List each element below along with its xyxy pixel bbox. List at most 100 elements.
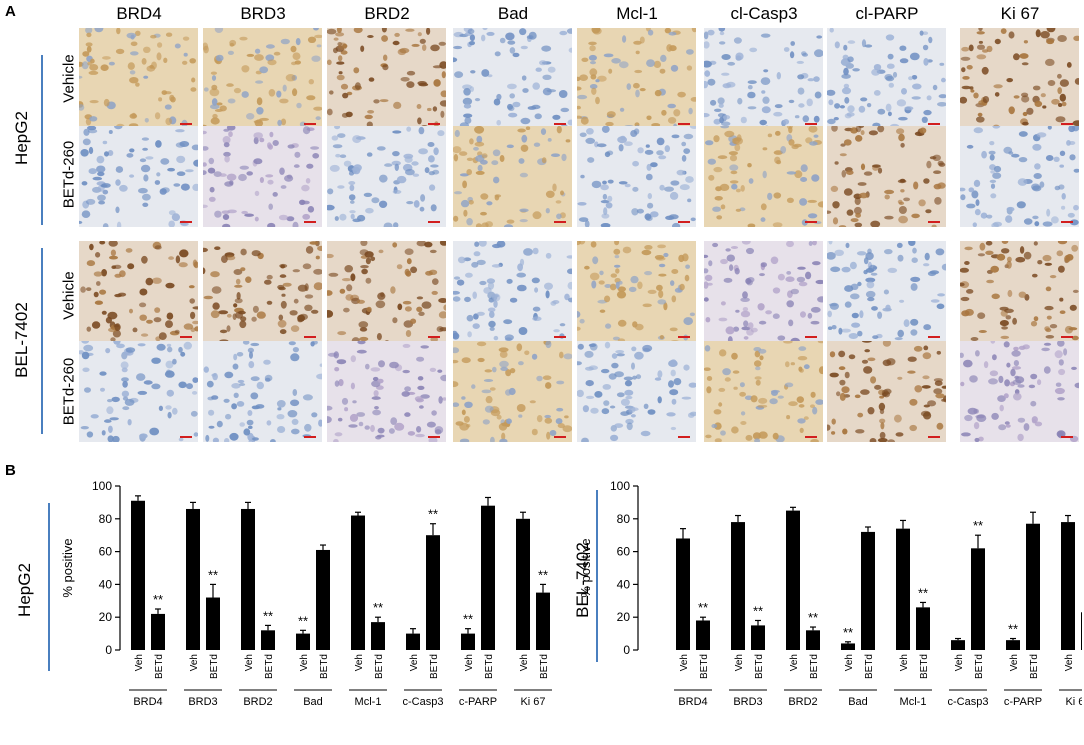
significance-marker: ** [153, 592, 163, 607]
bar-betd-brd4 [696, 620, 710, 650]
bar-label: Veh [244, 654, 255, 671]
scale-bar [428, 123, 440, 125]
bar-label: Veh [1064, 654, 1075, 671]
group-label-hepg2: HepG2 [12, 111, 31, 165]
scale-bar [928, 436, 940, 438]
bar-betd-brd4 [151, 613, 165, 650]
bar-veh-brd4 [676, 538, 690, 650]
bar-veh-c-parp [1006, 640, 1020, 650]
category-label-brd4: BRD4 [678, 696, 707, 708]
significance-marker: ** [753, 603, 763, 618]
bar-betd-c-casp3 [426, 535, 440, 650]
category-label-brd4: BRD4 [133, 696, 162, 708]
y-axis-label: % positive [60, 538, 75, 597]
scale-bar [928, 123, 940, 125]
bar-label: Veh [189, 654, 200, 671]
bar-betd-c-parp [481, 505, 495, 650]
category-label-bad: Bad [848, 696, 868, 708]
ihc-tile-r4-c8 [960, 341, 1079, 442]
bar-label: Veh [954, 654, 965, 671]
column-header-brd3: BRD3 [240, 4, 286, 23]
bar-veh-mcl-1 [896, 528, 910, 650]
bar-betd-c-casp3 [971, 548, 985, 650]
bar-betd-brd2 [806, 630, 820, 650]
category-label-ki-67: Ki 67 [1065, 696, 1082, 708]
bel7402-bracket [41, 248, 43, 434]
bar-veh-brd4 [131, 500, 145, 650]
ihc-tile-r4-c4 [453, 341, 572, 442]
bar-label: Veh [789, 654, 800, 671]
y-tick-label: 80 [99, 512, 113, 526]
ihc-tile-r2-c4 [453, 126, 572, 227]
category-label-brd3: BRD3 [188, 696, 217, 708]
ihc-tile-r2-c1 [79, 126, 198, 227]
bar-label: Veh [464, 654, 475, 671]
ihc-tile-r1-c7 [827, 28, 946, 129]
bar-label: Veh [134, 654, 145, 671]
column-header-brd4: BRD4 [116, 4, 162, 23]
bar-label: BETd [429, 654, 440, 679]
scale-bar [180, 123, 192, 125]
scale-bar [678, 436, 690, 438]
row-label-bel7402-vehicle: Vehicle [60, 271, 78, 320]
bar-betd-mcl-1 [371, 622, 385, 650]
ihc-tile-r1-c1 [79, 28, 198, 129]
scale-bar [180, 336, 192, 338]
column-header-bad: Bad [497, 4, 529, 23]
scale-bar [554, 336, 566, 338]
ihc-tile-r4-c6 [704, 341, 823, 442]
bar-betd-mcl-1 [916, 607, 930, 650]
ihc-tile-r4-c2 [203, 341, 322, 442]
bar-label: BETd [319, 654, 330, 679]
ihc-tile-r3-c4 [453, 241, 572, 342]
y-tick-label: 20 [99, 610, 113, 624]
scale-bar [928, 221, 940, 223]
ihc-tile-r1-c2 [203, 28, 322, 129]
scale-bar [1061, 123, 1073, 125]
ihc-tile-r3-c2 [203, 241, 322, 342]
ihc-tile-r1-c3 [327, 28, 446, 129]
row-label-hepg2-vehicle: Vehicle [60, 54, 78, 103]
chart1-cell-line: HepG2 [15, 563, 34, 617]
category-label-ki-67: Ki 67 [520, 696, 545, 708]
y-tick-label: 0 [105, 643, 112, 657]
significance-marker: ** [538, 567, 548, 582]
bar-veh-bad [841, 643, 855, 650]
scale-bar [304, 221, 316, 223]
y-tick-label: 60 [99, 545, 113, 559]
ihc-tile-r4-c5 [577, 341, 696, 442]
category-label-mcl-1: Mcl-1 [355, 696, 382, 708]
bar-betd-brd3 [206, 597, 220, 650]
scale-bar [1061, 221, 1073, 223]
scale-bar [304, 436, 316, 438]
bar-label: Veh [354, 654, 365, 671]
column-header-cl-parp: cl-PARP [855, 4, 919, 23]
scale-bar [1061, 336, 1073, 338]
ihc-tile-r2-c3 [327, 126, 446, 227]
ihc-tile-r2-c6 [704, 126, 823, 227]
scale-bar [304, 336, 316, 338]
scale-bar [805, 336, 817, 338]
ihc-tile-r1-c8 [960, 28, 1079, 129]
bar-label: BETd [919, 654, 930, 679]
bar-veh-mcl-1 [351, 515, 365, 650]
bar-veh-brd3 [186, 508, 200, 650]
scale-bar [304, 123, 316, 125]
bar-veh-brd2 [241, 508, 255, 650]
hepg2-bracket [41, 55, 43, 225]
column-header-brd2: BRD2 [364, 4, 410, 23]
category-label-brd3: BRD3 [733, 696, 762, 708]
ihc-tile-r2-c7 [827, 126, 946, 227]
ihc-tile-r3-c5 [577, 241, 696, 342]
bar-label: Veh [844, 654, 855, 671]
ihc-tile-r4-c3 [327, 341, 446, 442]
category-label-c-parp: c-PARP [1004, 696, 1042, 708]
y-tick-label: 100 [92, 479, 112, 493]
bar-betd-bad [316, 549, 330, 650]
scale-bar [180, 221, 192, 223]
scale-bar [678, 221, 690, 223]
bar-label: Veh [899, 654, 910, 671]
scale-bar [554, 123, 566, 125]
bar-betd-c-parp [1026, 523, 1040, 650]
row-label-hepg2-betd: BETd-260 [60, 140, 78, 209]
